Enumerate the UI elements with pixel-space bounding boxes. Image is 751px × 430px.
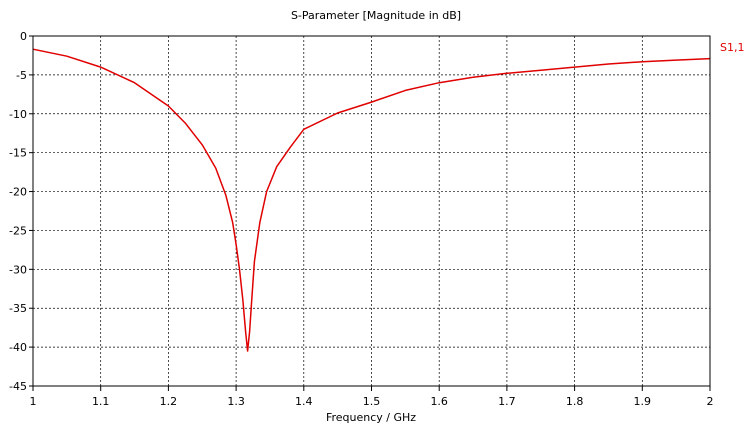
y-tick-label: 0 xyxy=(20,30,27,43)
series-label-s11: S1,1 xyxy=(720,41,744,54)
x-tick-label: 1.7 xyxy=(498,395,516,408)
x-tick-label: 1.3 xyxy=(227,395,245,408)
x-tick-label: 1.2 xyxy=(160,395,178,408)
x-tick-label: 1.4 xyxy=(295,395,313,408)
y-tick-label: -40 xyxy=(9,341,27,354)
chart-title: S-Parameter [Magnitude in dB] xyxy=(291,9,461,22)
x-tick-label: 1.5 xyxy=(363,395,381,408)
y-tick-label: -10 xyxy=(9,108,27,121)
x-tick-label: 1.1 xyxy=(92,395,110,408)
y-tick-label: -25 xyxy=(9,224,27,237)
y-tick-label: -30 xyxy=(9,263,27,276)
x-tick-label: 1.9 xyxy=(634,395,652,408)
x-tick-label: 1 xyxy=(30,395,37,408)
plot-frame xyxy=(32,35,711,387)
x-axis-label: Frequency / GHz xyxy=(326,411,416,424)
x-tick-label: 1.8 xyxy=(566,395,584,408)
series-group: S1,1 xyxy=(32,41,744,352)
series-line-s11 xyxy=(32,48,711,352)
y-tick-label: -5 xyxy=(16,69,27,82)
x-tick-label: 2 xyxy=(707,395,714,408)
x-axis-ticks: 1 1.1 1.2 1.3 1.4 1.5 1.6 1.7 1.8 1.9 2 xyxy=(30,386,714,408)
y-tick-label: -45 xyxy=(9,380,27,393)
y-tick-label: -20 xyxy=(9,186,27,199)
y-axis-ticks: 0 -5 -10 -15 -20 -25 -30 -35 -40 -45 xyxy=(9,30,33,393)
grid xyxy=(33,36,710,386)
y-tick-label: -35 xyxy=(9,302,27,315)
x-tick-label: 1.6 xyxy=(430,395,448,408)
y-tick-label: -15 xyxy=(9,147,27,160)
